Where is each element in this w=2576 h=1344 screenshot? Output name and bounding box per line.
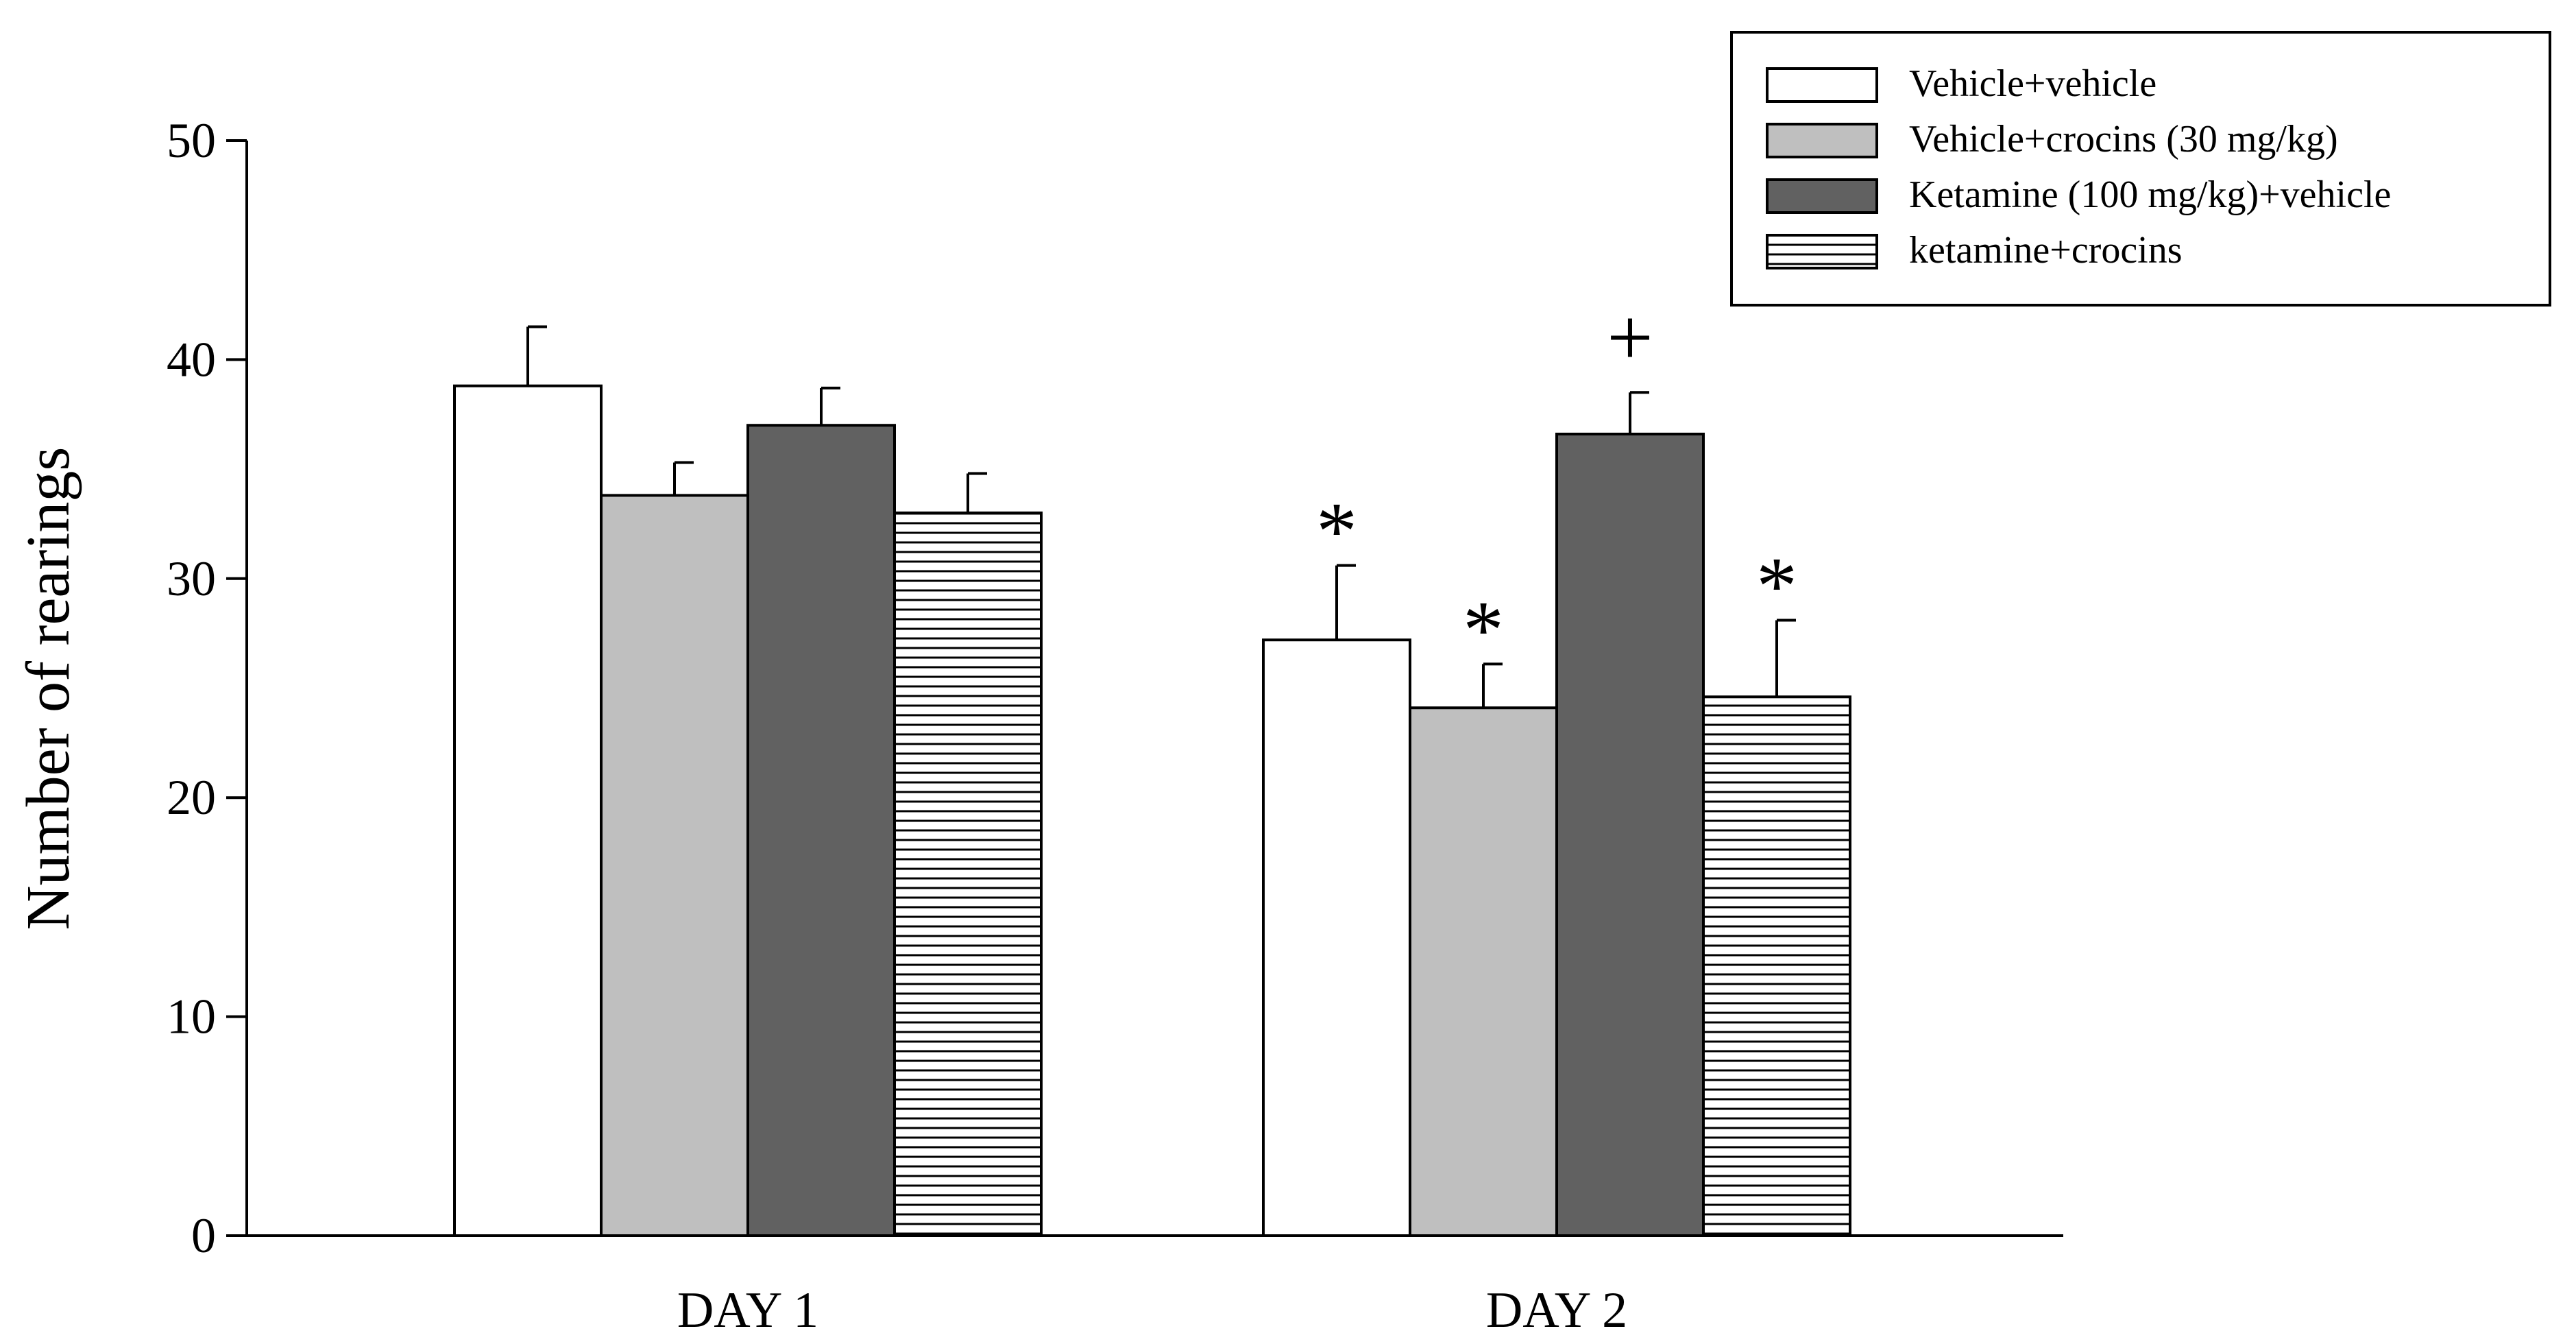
plot-area: 0 10 20 30 40 50 Number of rearings DAY 1 * * + * DA…: [14, 113, 2063, 1339]
legend-swatch: [1766, 123, 1878, 158]
legend-label: ketamine+crocins: [1909, 229, 2183, 272]
y-tick-label: 0: [191, 1208, 216, 1263]
bar: [1409, 706, 1558, 1237]
x-category-label: DAY 1: [677, 1282, 818, 1339]
y-axis-title: Number of rearings: [14, 447, 82, 931]
bar: [893, 511, 1043, 1237]
y-tick-label: 20: [167, 770, 216, 825]
legend-label: Vehicle+crocins (30 mg/kg): [1909, 118, 2338, 160]
legend: Vehicle+vehicle Vehicle+crocins (30 mg/kg…: [1730, 31, 2551, 307]
bar: [1702, 695, 1851, 1237]
bar: [453, 384, 603, 1237]
bar: [1555, 432, 1705, 1237]
legend-label: Vehicle+vehicle: [1909, 62, 2156, 105]
y-tick-label: 30: [167, 551, 216, 606]
significance-marker: *: [1316, 485, 1357, 577]
significance-marker: *: [1756, 540, 1797, 631]
legend-swatch: [1766, 178, 1878, 214]
legend-swatch: [1766, 234, 1878, 269]
y-tick-label: 50: [167, 113, 216, 168]
legend-label: Ketamine (100 mg/kg)+vehicle: [1909, 173, 2391, 216]
y-tick-label: 40: [167, 332, 216, 387]
legend-swatch: [1766, 67, 1878, 103]
significance-marker: *: [1463, 584, 1504, 675]
bar: [746, 424, 896, 1237]
x-category-label: DAY 2: [1486, 1282, 1627, 1339]
significance-marker: +: [1607, 291, 1653, 383]
y-tick-label: 10: [167, 989, 216, 1044]
bar: [1262, 638, 1411, 1237]
bar: [600, 494, 749, 1237]
